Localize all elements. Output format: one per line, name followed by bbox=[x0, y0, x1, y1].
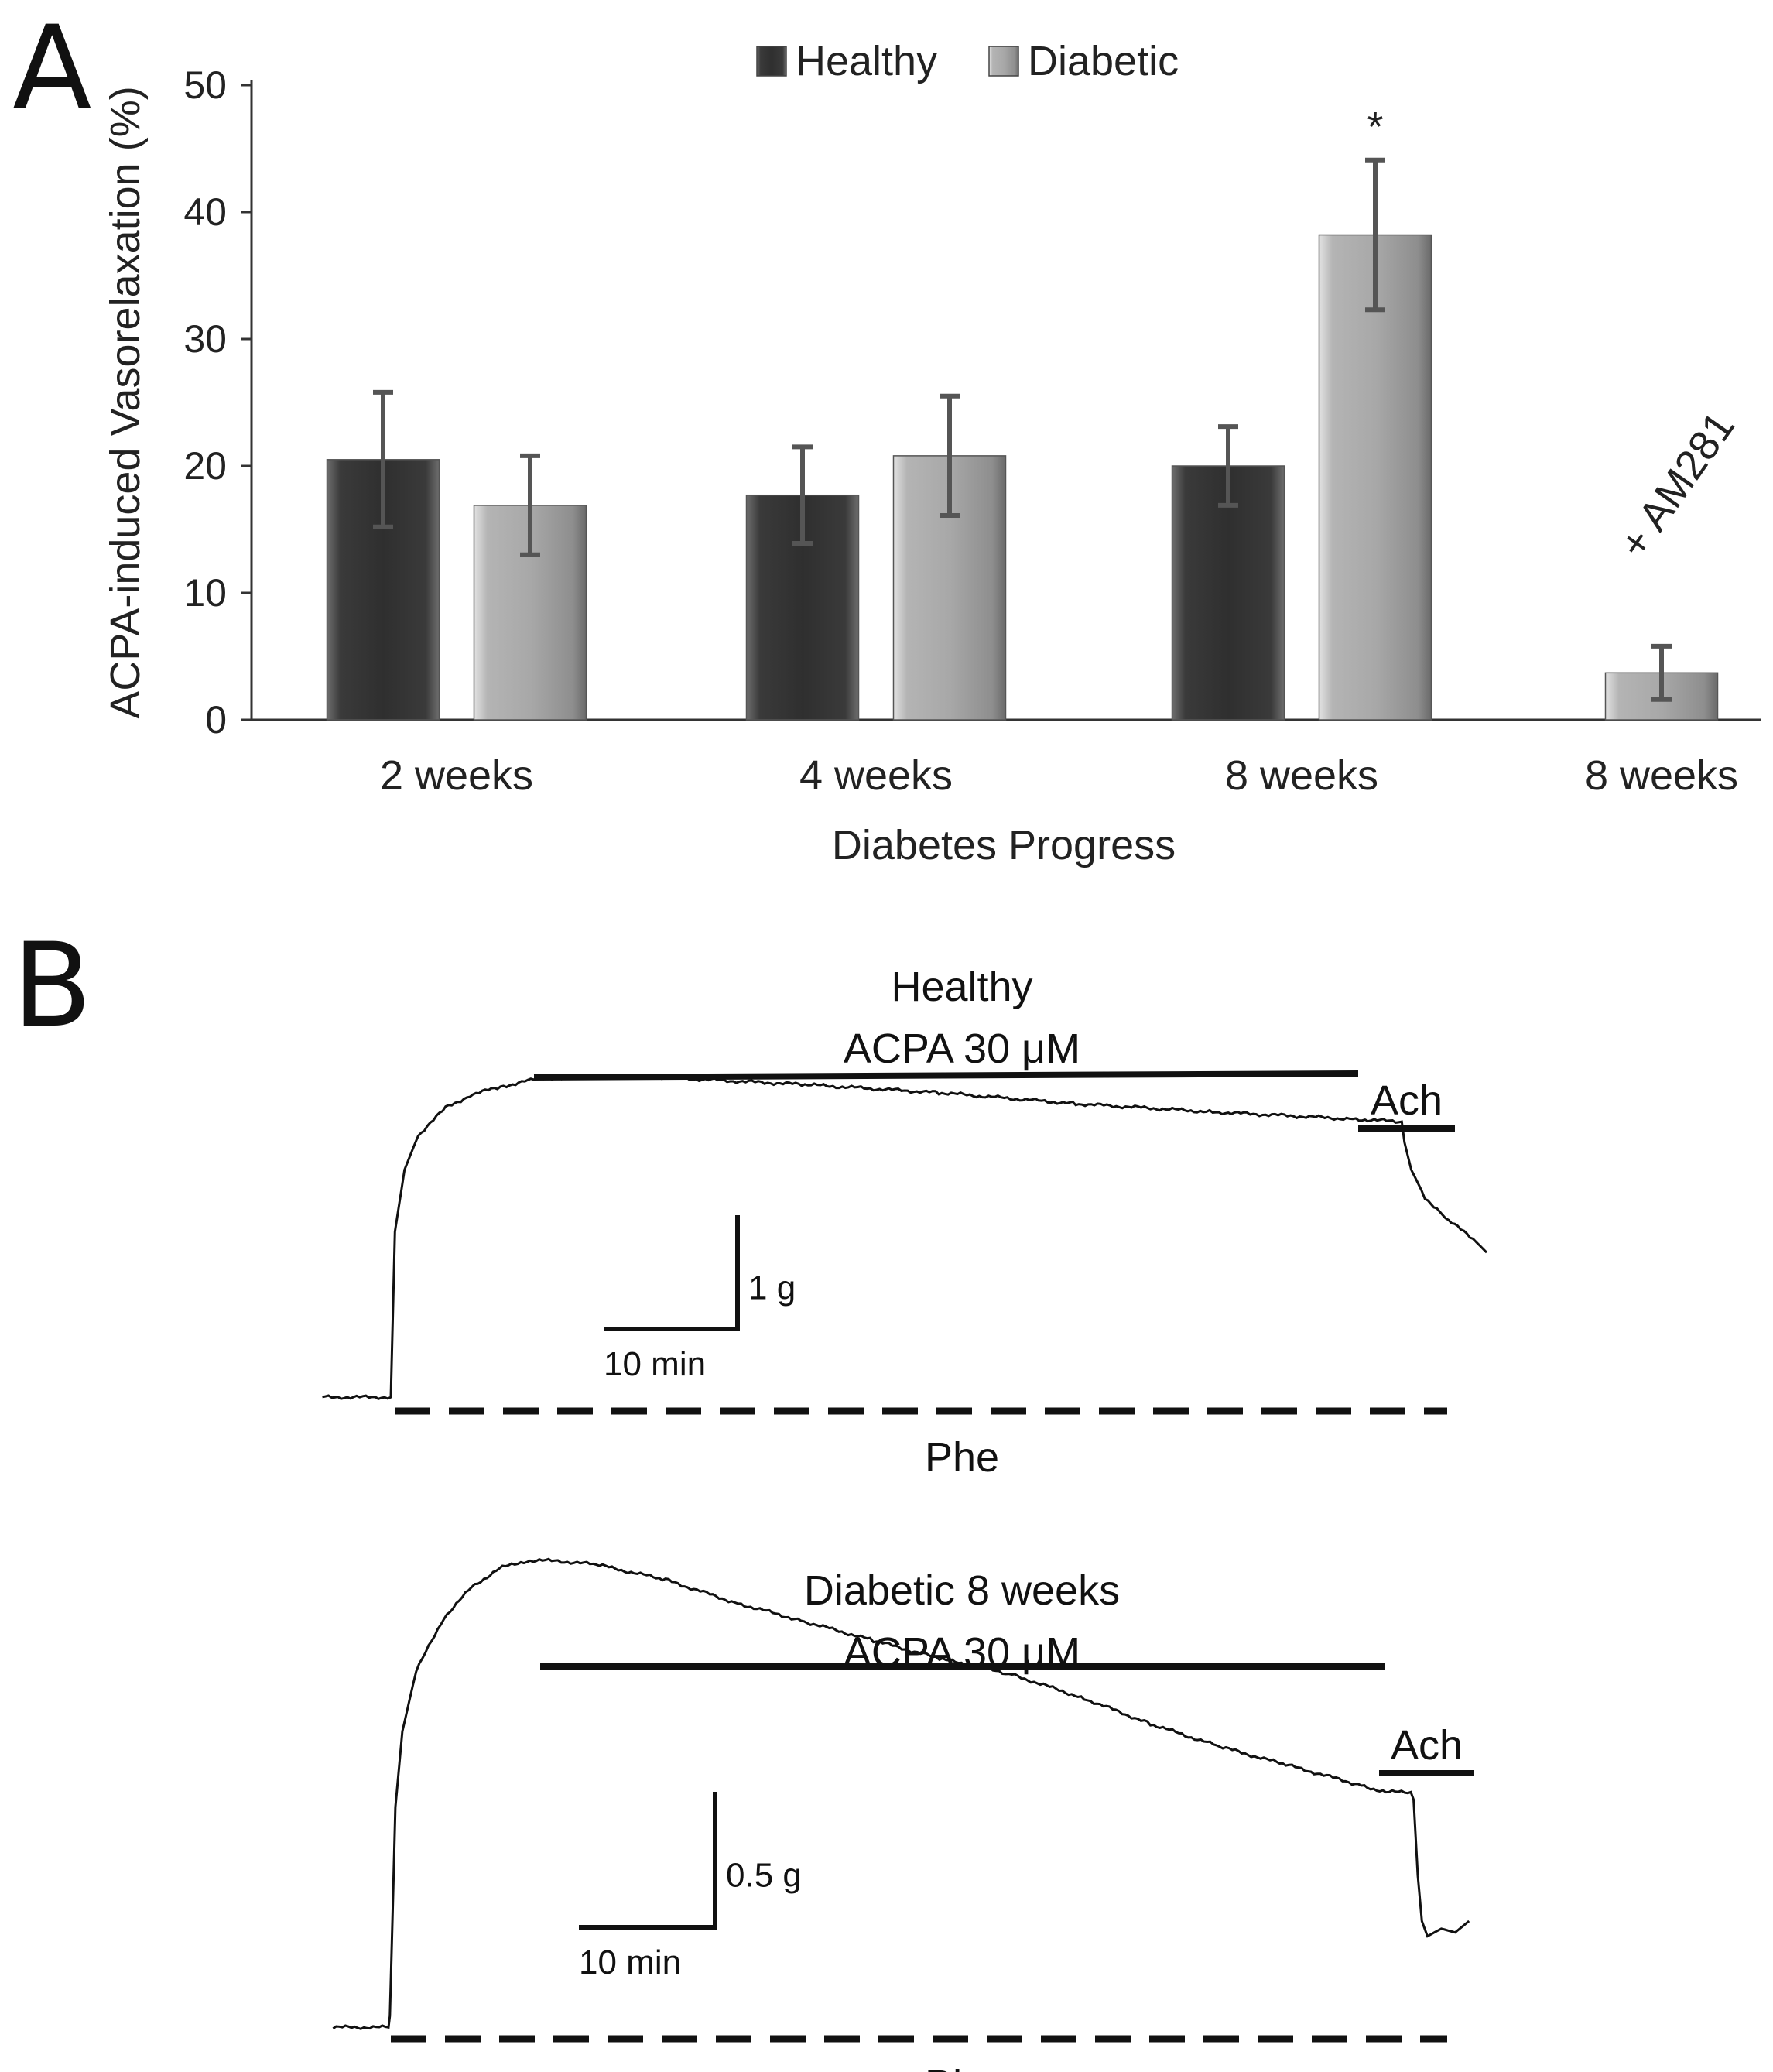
phe-label: Phe bbox=[925, 1434, 999, 1481]
trace-title: Healthy bbox=[891, 964, 1032, 1010]
legend-swatch-diabetic bbox=[988, 46, 1019, 77]
category-label: 2 weeks bbox=[380, 752, 533, 799]
tension-trace bbox=[332, 1557, 1470, 2030]
bar-chart: Healthy Diabetic 0 10 20 30 40 50 ACPA-induced… bbox=[102, 38, 1761, 868]
legend-label-healthy: Healthy bbox=[796, 38, 937, 84]
y-tick-label: 50 bbox=[183, 63, 227, 107]
y-axis-title: ACPA-induced Vasorelaxation (%) bbox=[102, 86, 149, 718]
tension-trace bbox=[322, 1074, 1488, 1400]
scale-bar bbox=[604, 1215, 740, 1331]
am281-annotation: + AM281 bbox=[1610, 404, 1744, 567]
panel-b-label: B bbox=[12, 919, 92, 1053]
phe-label: Phe bbox=[925, 2062, 999, 2072]
scale-y-label: 1 g bbox=[748, 1269, 796, 1307]
x-axis-title: Diabetes Progress bbox=[832, 822, 1176, 868]
trace-title: Diabetic 8 weeks bbox=[804, 1567, 1120, 1614]
ach-label: Ach bbox=[1391, 1722, 1463, 1769]
y-tick-label: 10 bbox=[183, 571, 227, 615]
significance-asterisk: * bbox=[1367, 104, 1383, 150]
drug-label: ACPA 30 μM bbox=[844, 1026, 1080, 1072]
scale-x-label: 10 min bbox=[579, 1944, 681, 1981]
bar-healthy bbox=[1171, 465, 1285, 721]
y-tick-label: 0 bbox=[205, 698, 227, 741]
drug-application-bar bbox=[533, 1070, 1359, 1081]
legend-label-diabetic: Diabetic bbox=[1028, 38, 1179, 84]
category-label: 4 weeks bbox=[799, 752, 953, 799]
y-tick-label: 30 bbox=[183, 317, 227, 361]
y-tick-label: 20 bbox=[183, 444, 227, 488]
category-label: 8 weeks bbox=[1225, 752, 1378, 799]
y-tick-label: 40 bbox=[183, 190, 227, 234]
ach-label: Ach bbox=[1371, 1077, 1443, 1124]
legend-swatch-healthy bbox=[756, 46, 787, 77]
chart-legend: Healthy Diabetic bbox=[756, 38, 1179, 84]
scale-bar bbox=[579, 1792, 717, 1930]
trace-healthy: Healthy ACPA 30 μM Ach Phe 1 g 10 min bbox=[322, 964, 1488, 1481]
category-label: 8 weeks bbox=[1585, 752, 1738, 799]
bar-series bbox=[326, 157, 1719, 721]
bar-diabetic bbox=[1318, 234, 1432, 721]
scale-x-label: 10 min bbox=[604, 1345, 706, 1383]
scale-y-label: 0.5 g bbox=[726, 1857, 802, 1895]
panel-a-label: A bbox=[12, 2, 92, 136]
